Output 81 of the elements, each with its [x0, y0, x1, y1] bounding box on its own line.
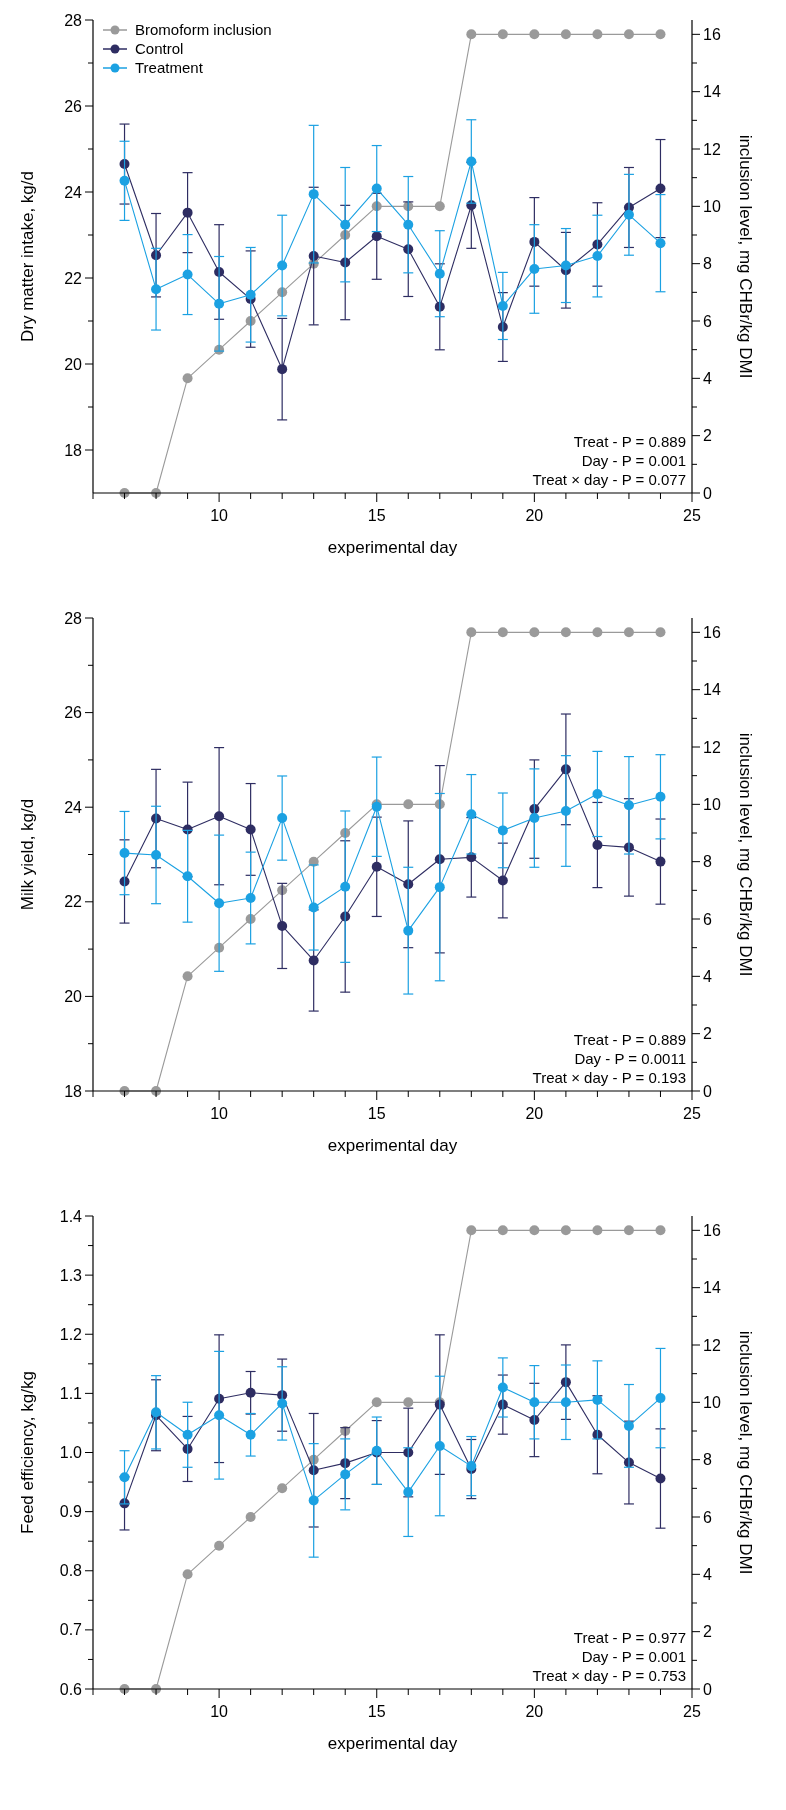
- y-tick-label: 22: [64, 269, 83, 287]
- y2-tick-label: 6: [703, 312, 712, 330]
- y2-axis-title: inclusion level, mg CHBr/kg DMI: [736, 732, 755, 977]
- y2-tick-label: 8: [703, 255, 712, 273]
- y2-tick-label: 4: [703, 967, 712, 985]
- annotation: Treat - P = 0.889: [573, 1031, 686, 1048]
- y-tick-label: 18: [64, 1082, 83, 1100]
- annotation: Treat - P = 0.977: [573, 1629, 686, 1646]
- legend-label: Control: [135, 40, 184, 58]
- x-tick-label: 15: [367, 1105, 386, 1122]
- y-axis-title: Dry matter intake, kg/d: [18, 170, 37, 343]
- y-tick-label: 22: [64, 893, 83, 911]
- y2-tick-label: 10: [703, 795, 721, 813]
- x-tick-label: 25: [683, 507, 701, 524]
- x-tick-label: 25: [683, 1703, 701, 1720]
- y-tick-label: 26: [64, 704, 83, 722]
- x-tick-label: 20: [525, 1105, 544, 1122]
- y-tick-label: 0.8: [59, 1562, 83, 1580]
- annotation: Day - P = 0.0011: [574, 1050, 686, 1067]
- x-axis-title: experimental day: [327, 538, 458, 557]
- x-axis-title: experimental day: [327, 1734, 458, 1753]
- annotation: Treat × day - P = 0.077: [532, 471, 686, 488]
- y2-tick-label: 12: [703, 738, 721, 756]
- y2-tick-label: 10: [703, 1393, 721, 1411]
- y2-tick-label: 2: [703, 1025, 712, 1043]
- x-tick-label: 25: [683, 1105, 701, 1122]
- y2-tick-label: 14: [703, 1279, 721, 1297]
- y2-tick-label: 0: [703, 484, 712, 502]
- y2-tick-label: 2: [703, 1623, 712, 1641]
- x-tick-label: 20: [525, 507, 544, 524]
- y2-tick-label: 14: [703, 681, 721, 699]
- y-tick-label: 1.0: [59, 1444, 83, 1462]
- annotation: Treat - P = 0.889: [573, 433, 686, 450]
- y2-tick-label: 14: [703, 83, 721, 101]
- y2-tick-label: 6: [703, 1508, 712, 1526]
- x-tick-label: 15: [367, 1703, 386, 1720]
- y-tick-label: 1.3: [59, 1266, 83, 1284]
- y2-tick-label: 0: [703, 1680, 712, 1698]
- legend-label: Bromoform inclusion: [135, 21, 272, 39]
- y-tick-label: 20: [64, 355, 83, 373]
- y-tick-label: 28: [64, 11, 83, 29]
- y-tick-label: 20: [64, 988, 83, 1005]
- y-tick-label: 0.6: [59, 1680, 83, 1698]
- y-tick-label: 24: [64, 183, 83, 201]
- x-tick-label: 10: [210, 1105, 229, 1122]
- y2-tick-label: 12: [703, 1336, 721, 1354]
- y-tick-label: 24: [64, 798, 83, 816]
- y2-axis-title: inclusion level, mg CHBr/kg DMI: [736, 134, 755, 379]
- y-tick-label: 1.2: [59, 1325, 83, 1343]
- y2-tick-label: 6: [703, 910, 712, 928]
- x-tick-label: 20: [525, 1703, 544, 1720]
- x-axis-title: experimental day: [327, 1136, 458, 1155]
- y2-tick-label: 8: [703, 1451, 712, 1469]
- annotation: Treat × day - P = 0.193: [532, 1069, 686, 1086]
- x-tick-label: 10: [210, 507, 229, 524]
- y-axis-title: Milk yield, kg/d: [18, 798, 37, 911]
- y2-tick-label: 16: [703, 623, 721, 641]
- annotation: Day - P = 0.001: [581, 1648, 686, 1665]
- y2-tick-label: 16: [703, 1221, 721, 1239]
- y-tick-label: 26: [64, 97, 83, 115]
- y-tick-label: 0.7: [59, 1621, 83, 1639]
- y2-axis-title: inclusion level, mg CHBr/kg DMI: [736, 1330, 755, 1575]
- y-axis-title: Feed efficiency, kg/kg: [18, 1371, 37, 1534]
- annotation: Day - P = 0.001: [581, 452, 686, 469]
- y2-tick-label: 16: [703, 25, 721, 43]
- y2-tick-label: 4: [703, 369, 712, 387]
- x-tick-label: 10: [210, 1703, 229, 1720]
- x-tick-label: 15: [367, 507, 386, 524]
- legend-label: Treatment: [135, 59, 204, 77]
- y-tick-label: 28: [64, 609, 83, 627]
- y-tick-label: 0.9: [59, 1503, 83, 1521]
- y-tick-label: 1.1: [59, 1384, 83, 1402]
- y2-tick-label: 8: [703, 853, 712, 871]
- y-tick-label: 18: [64, 441, 83, 459]
- annotation: Treat × day - P = 0.753: [532, 1667, 686, 1684]
- y2-tick-label: 10: [703, 197, 721, 215]
- y2-tick-label: 4: [703, 1565, 712, 1583]
- y2-tick-label: 2: [703, 427, 712, 445]
- y2-tick-label: 0: [703, 1082, 712, 1100]
- y2-tick-label: 12: [703, 140, 721, 158]
- y-tick-label: 1.4: [59, 1207, 83, 1225]
